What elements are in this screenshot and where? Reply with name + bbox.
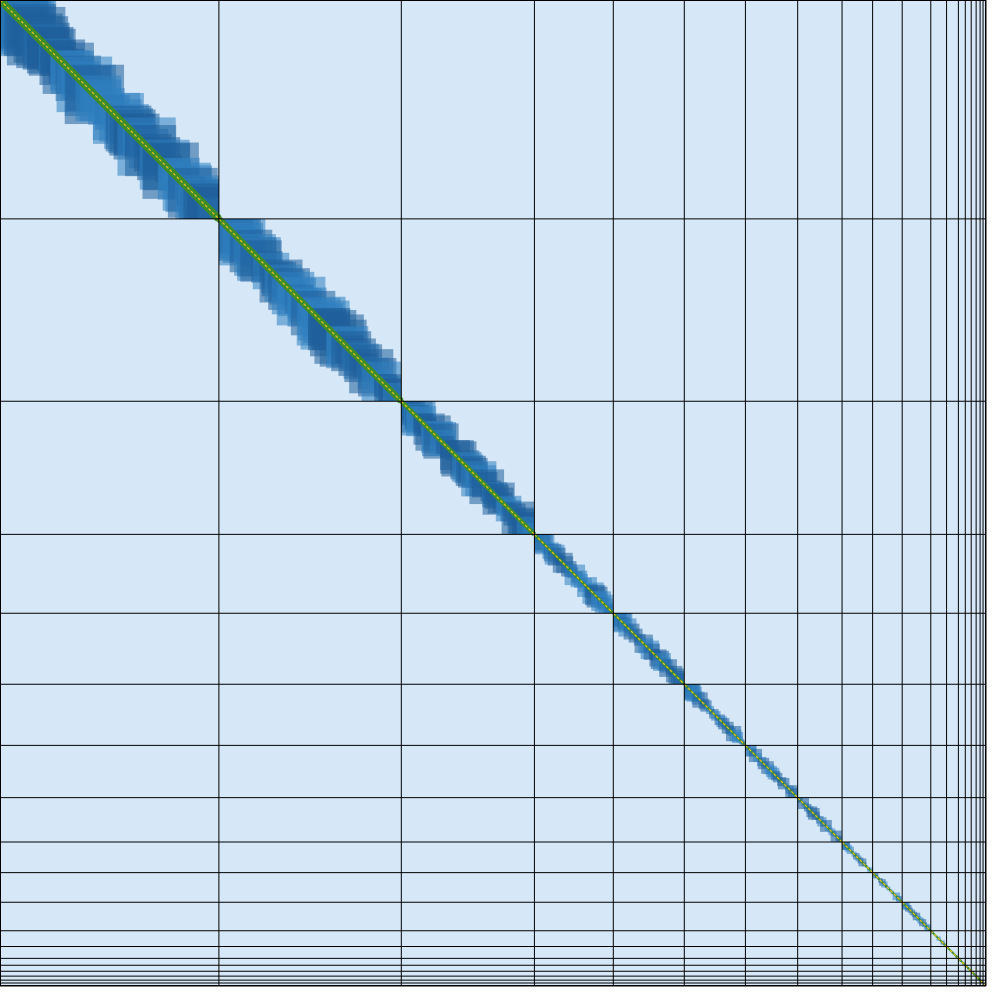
diagonal-core [744, 744, 799, 799]
chromosome-block-12 [930, 930, 948, 948]
chromosome-block-16 [970, 970, 977, 977]
diagonal-core [975, 975, 981, 981]
diagonal-core [400, 400, 535, 535]
chromosome-block-10 [871, 871, 903, 903]
chromosome-block-7 [744, 744, 799, 799]
chromosome-block-4 [533, 533, 615, 615]
chromosome-block-5 [612, 612, 686, 686]
chromosome-block-17 [975, 975, 981, 981]
chromosome-block-1 [0, 0, 222, 222]
chromosome-block-2 [216, 216, 404, 404]
chromosome-block-9 [841, 841, 874, 874]
diagonal-core [841, 841, 874, 874]
diagonal-core [957, 957, 966, 966]
diagonal-core [872, 872, 903, 903]
map-border [0, 0, 986, 986]
diagonal-core [930, 930, 947, 947]
diagonal-core [964, 964, 972, 972]
diagonal-core [797, 797, 843, 843]
chromosome-block-14 [957, 957, 967, 967]
diagonal-core [533, 533, 614, 614]
diagonal-core [0, 0, 220, 220]
diagonal-core [218, 218, 402, 402]
diagonal-core [970, 970, 977, 977]
chromosome-block-11 [901, 901, 932, 932]
chromosome-block-13 [945, 945, 960, 960]
diagonal-core [683, 683, 746, 746]
diagonal-core [901, 901, 932, 932]
chromosome-block-6 [683, 683, 747, 747]
chromosome-block-3 [399, 399, 537, 537]
chromosome-block-8 [796, 796, 843, 843]
diagonal-core [946, 946, 959, 959]
diagonal-core [612, 612, 685, 685]
chromosome-block-15 [964, 964, 972, 972]
